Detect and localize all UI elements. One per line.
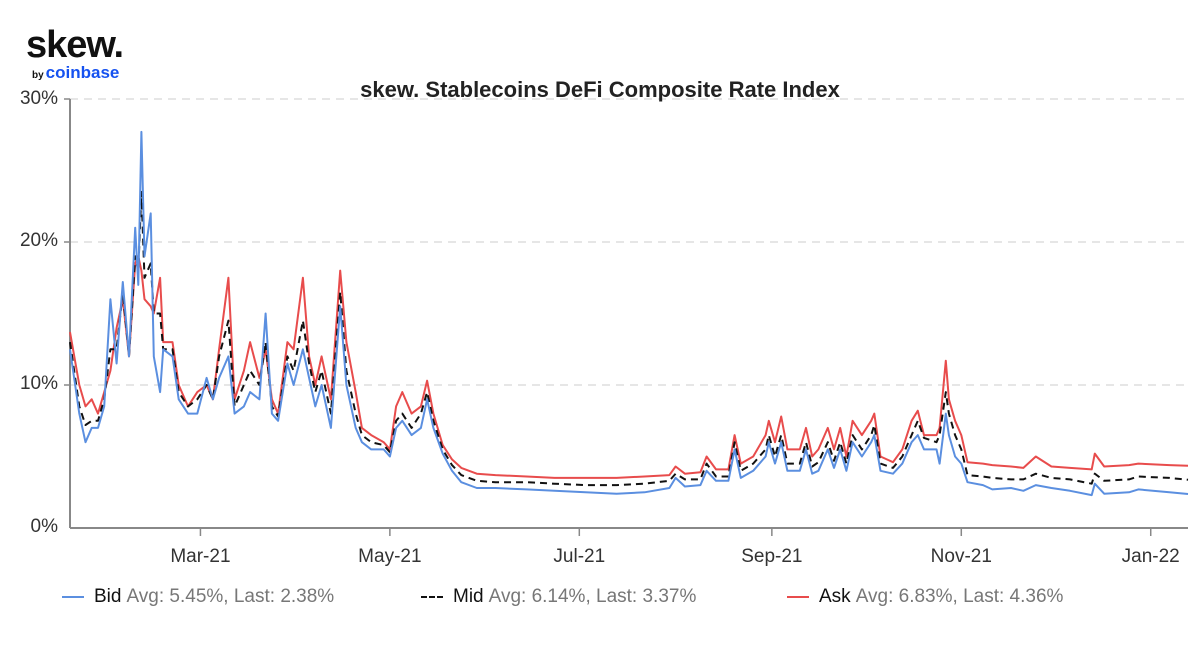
legend-swatch-ask	[787, 596, 809, 598]
x-tick-marks	[199, 528, 1152, 536]
legend-item-ask[interactable]: Ask Avg: 6.83%, Last: 4.36%	[787, 586, 1063, 608]
legend-item-mid[interactable]: Mid Avg: 6.14%, Last: 3.37%	[421, 586, 696, 608]
legend-stats: Avg: 6.83%, Last: 4.36%	[855, 586, 1064, 607]
legend-swatch-mid	[421, 596, 443, 598]
logo-by: by	[32, 70, 44, 81]
y-tick-label: 10%	[19, 373, 58, 394]
legend-swatch-bid	[62, 596, 84, 598]
chart-title: skew. Stablecoins DeFi Composite Rate In…	[360, 77, 840, 102]
skew-coinbase-logo: skew. by coinbase	[26, 26, 156, 84]
legend-name: Ask	[819, 586, 851, 607]
x-tick-label: May-21	[358, 546, 422, 567]
legend-name: Bid	[94, 586, 122, 607]
legend-item-bid[interactable]: Bid Avg: 5.45%, Last: 2.38%	[62, 586, 334, 608]
y-tick-label: 0%	[30, 516, 58, 537]
series-line-ask	[69, 255, 1189, 479]
logo-coinbase: coinbase	[45, 63, 120, 82]
x-tick-label: Mar-21	[170, 546, 231, 567]
y-tick-label: 20%	[19, 230, 58, 251]
series-lines	[69, 130, 1189, 497]
x-tick-label: Jul-21	[553, 546, 606, 567]
x-tick-label: Sep-21	[741, 546, 803, 567]
legend-stats: Avg: 6.14%, Last: 3.37%	[488, 586, 697, 607]
x-tick-label: Jan-22	[1121, 546, 1180, 567]
legend-stats: Avg: 5.45%, Last: 2.38%	[126, 586, 335, 607]
legend-name: Mid	[453, 586, 484, 607]
x-tick-label: Nov-21	[930, 546, 992, 567]
logo-brand: skew.	[26, 24, 124, 66]
y-tick-label: 30%	[19, 88, 58, 109]
series-line-mid	[69, 190, 1189, 487]
series-line-bid	[69, 130, 1189, 497]
